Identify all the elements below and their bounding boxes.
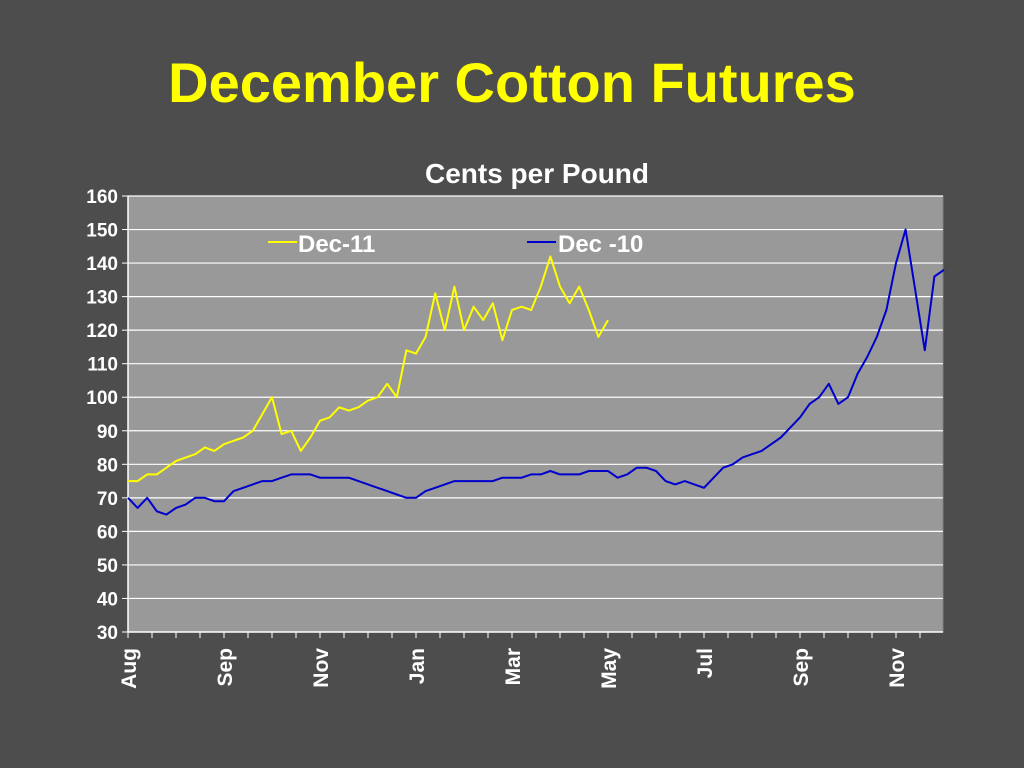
y-tick-label: 40 <box>97 589 118 610</box>
x-tick-label: Jul <box>694 648 717 678</box>
y-tick-label: 120 <box>86 321 118 342</box>
gridlines <box>128 195 943 600</box>
chart-subtitle: Cents per Pound <box>425 158 649 189</box>
x-tick-label: Sep <box>214 648 237 687</box>
x-tick-label: Aug <box>118 648 141 689</box>
legend-label-dec-11: Dec-11 <box>298 231 375 258</box>
x-tick-label: Sep <box>790 648 813 687</box>
y-tick-label: 130 <box>86 288 118 309</box>
x-tick-label: Mar <box>502 648 525 685</box>
y-tick-label: 30 <box>97 623 118 644</box>
axes: 30 40 50 60 70 80 90 100 110 120 130 140 150 160 Aug Se… <box>86 187 943 689</box>
series-line-dec-11 <box>128 255 609 483</box>
legend: Dec-11 Dec -10 <box>268 231 643 258</box>
y-tick-label: 80 <box>97 455 118 476</box>
x-tick-label: May <box>598 648 621 689</box>
y-tick-label: 50 <box>97 556 118 577</box>
y-tick-label: 110 <box>87 355 118 376</box>
x-tick-label: Nov <box>310 648 333 688</box>
y-tick-label: 100 <box>86 388 118 409</box>
legend-label-dec-10: Dec -10 <box>558 231 643 258</box>
slide-title: December Cotton Futures <box>168 51 856 114</box>
series-line-dec-10 <box>127 228 945 516</box>
plot-area <box>127 195 944 633</box>
y-tick-label: 70 <box>97 489 118 510</box>
y-tick-label: 60 <box>97 522 118 543</box>
y-tick-label: 90 <box>97 422 118 443</box>
y-tick-label: 150 <box>86 221 118 242</box>
x-tick-label: Nov <box>886 648 909 688</box>
y-tick-label: 140 <box>86 254 118 275</box>
series-layer <box>127 228 945 516</box>
y-tick-label: 160 <box>86 187 118 208</box>
x-tick-label: Jan <box>406 648 429 684</box>
